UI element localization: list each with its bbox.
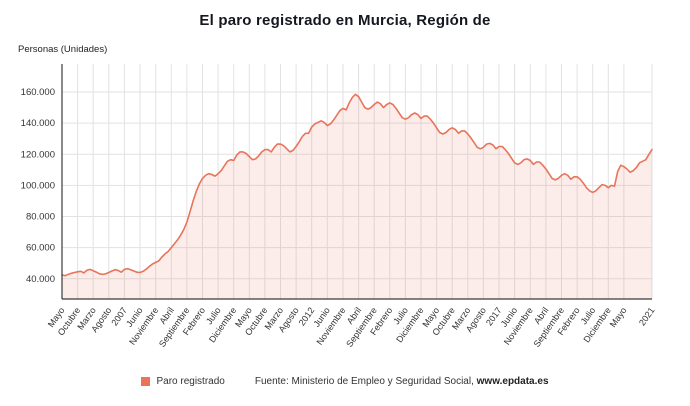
legend-swatch <box>141 377 151 386</box>
chart-title: El paro registrado en Murcia, Región de <box>199 12 491 29</box>
svg-text:Mayo: Mayo <box>608 305 629 329</box>
svg-text:120.000: 120.000 <box>21 149 55 160</box>
legend-item-paro-registrado[interactable]: Paro registrado <box>141 376 225 387</box>
unemployment-line-chart: 40.000 60.000 80.000 100.000 120.000 140.000 1… <box>21 64 657 349</box>
svg-text:80.000: 80.000 <box>26 212 55 223</box>
y-axis-title: Personas (Unidades) <box>18 44 108 55</box>
svg-text:60.000: 60.000 <box>26 243 55 254</box>
source-prefix: Fuente: Ministerio de Empleo y Seguridad… <box>254 376 477 387</box>
legend-label: Paro registrado <box>156 376 225 387</box>
chart-footer: Paro registrado Fuente: Ministerio de Em… <box>0 376 690 387</box>
svg-text:40.000: 40.000 <box>26 274 55 285</box>
svg-text:2021: 2021 <box>637 305 657 327</box>
svg-text:140.000: 140.000 <box>21 118 55 129</box>
svg-text:160.000: 160.000 <box>21 87 55 98</box>
svg-text:100.000: 100.000 <box>21 180 55 191</box>
source-text: Fuente: Ministerio de Empleo y Seguridad… <box>255 376 549 387</box>
epdata-link[interactable]: www.epdata.es <box>476 376 549 387</box>
